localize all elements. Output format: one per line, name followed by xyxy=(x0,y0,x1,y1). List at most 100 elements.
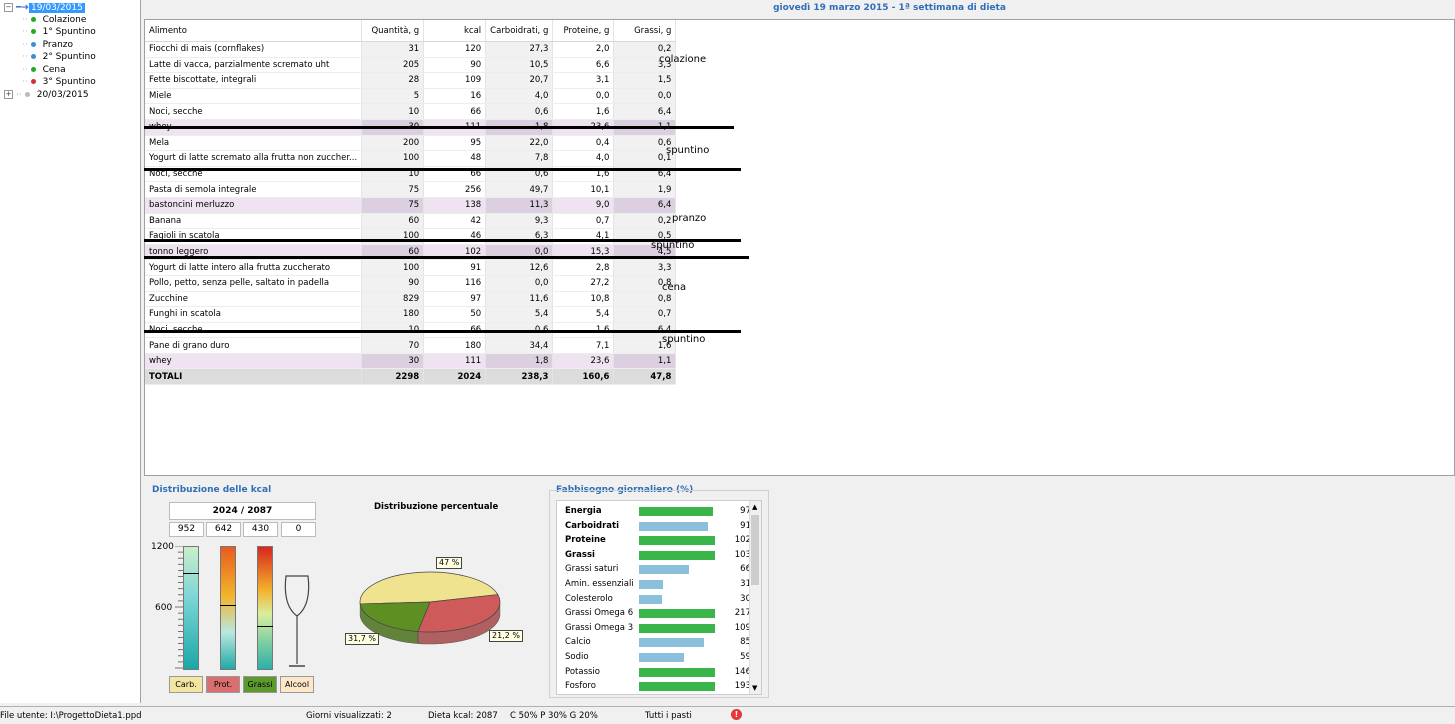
kcal-grassi-value: 430 xyxy=(243,522,278,537)
value-cell: 0,0 xyxy=(552,88,615,105)
prot-level-marker xyxy=(220,604,236,606)
nutrient-value: 102 xyxy=(734,535,751,546)
scroll-up-icon[interactable]: ▲ xyxy=(752,503,758,511)
column-header[interactable]: Quantità, g xyxy=(361,20,425,42)
nutrient-value: 97 xyxy=(740,506,751,516)
table-row[interactable]: Yogurt di latte scremato alla frutta non… xyxy=(145,150,677,167)
table-row[interactable]: Funghi in scatola 180 50 5,4 5,4 0,7 xyxy=(145,306,677,323)
nutrient-name: Fosforo xyxy=(565,681,596,692)
value-cell: 91 xyxy=(423,259,487,276)
tree-meal-label[interactable]: Pranzo xyxy=(42,39,74,50)
value-cell: 0,8 xyxy=(613,275,677,292)
tree-node-meal[interactable]: ·· 2° Spuntino xyxy=(22,51,98,63)
note-pranzo: pranzo xyxy=(672,213,707,224)
table-row[interactable]: Zucchine 829 97 11,6 10,8 0,8 xyxy=(145,291,677,308)
value-cell: 1,8 xyxy=(485,353,554,370)
note-cena: cena xyxy=(662,282,687,293)
value-cell: 95 xyxy=(423,135,487,152)
tree-meal-label[interactable]: 3° Spuntino xyxy=(42,77,96,87)
kcal-panel-title: Distribuzione delle kcal xyxy=(152,485,272,495)
table-row[interactable]: Yogurt di latte intero alla frutta zucch… xyxy=(145,259,677,276)
pie-slice xyxy=(359,571,499,605)
value-cell: 138 xyxy=(423,197,487,214)
pie-title: Distribuzione percentuale xyxy=(374,502,499,512)
value-cell: 6,4 xyxy=(613,103,677,120)
table-row[interactable]: bastoncini merluzzo 75 138 11,3 9,0 6,4 xyxy=(145,197,677,214)
value-cell: 6,6 xyxy=(552,57,615,74)
scrollbar[interactable]: ▲ ▼ xyxy=(749,501,761,694)
tree-node-meal[interactable]: ·· 1° Spuntino xyxy=(22,26,98,38)
tree-node-meal[interactable]: ·· Cena xyxy=(22,64,68,76)
value-cell: 0,1 xyxy=(613,150,677,167)
column-header[interactable]: Grassi, g xyxy=(613,20,677,42)
table-row[interactable]: Fiocchi di mais (cornflakes) 31 120 27,3 2,0… xyxy=(145,41,677,58)
value-cell: 100 xyxy=(361,259,425,276)
tree-meal-label[interactable]: 2° Spuntino xyxy=(42,52,96,63)
day-dot-icon xyxy=(24,92,30,97)
day-tree[interactable]: − ━➜ 19/03/2015 ·· Colazione ·· 1° Spuntino… xyxy=(0,0,141,703)
table-row[interactable]: Pollo, petto, senza pelle, saltato in pa… xyxy=(145,275,677,292)
scroll-thumb[interactable] xyxy=(751,515,759,585)
value-cell: 75 xyxy=(361,181,425,198)
value-cell: 4,0 xyxy=(485,88,554,105)
column-header[interactable]: kcal xyxy=(423,20,487,42)
value-cell: 100 xyxy=(361,150,425,167)
food-name-cell: Latte di vacca, parzialmente scremato uh… xyxy=(145,57,363,74)
value-cell: 2,0 xyxy=(552,41,615,58)
tree-node-meal[interactable]: ·· Colazione xyxy=(22,14,88,26)
collapse-icon[interactable]: − xyxy=(4,3,13,12)
tree-node-day2[interactable]: + ·· 20/03/2015 xyxy=(4,89,91,101)
value-cell: 90 xyxy=(361,275,425,292)
nutrient-value: 217 xyxy=(734,608,751,619)
fabbisogno-row: Sodio 59 xyxy=(565,650,751,665)
note-spuntino: spuntino xyxy=(666,145,710,156)
nutrient-bar xyxy=(639,653,684,662)
tree-meal-label[interactable]: Cena xyxy=(42,64,66,75)
value-cell: 48 xyxy=(423,150,487,167)
expand-icon[interactable]: + xyxy=(4,90,13,99)
totals-row: TOTALI 2298 2024 238,3 160,6 47,8 xyxy=(145,368,677,386)
column-header[interactable]: Proteine, g xyxy=(552,20,615,42)
nutrient-value: 30 xyxy=(740,593,751,604)
tree-node-meal[interactable]: ·· Pranzo xyxy=(22,39,75,51)
alert-icon[interactable]: ! xyxy=(731,709,742,720)
separator-line xyxy=(144,256,749,259)
nutrient-name: Colesterolo xyxy=(565,593,613,604)
table-row[interactable]: Fette biscottate, integrali 28 109 20,7 3,1 1… xyxy=(145,72,677,89)
table-row[interactable]: Mela 200 95 22,0 0,4 0,6 xyxy=(145,135,677,152)
tree-connector: ·· xyxy=(22,64,31,75)
column-header[interactable]: Carboidrati, g xyxy=(485,20,554,42)
food-name-cell: Banana xyxy=(145,213,363,230)
column-header[interactable]: Alimento xyxy=(145,20,363,42)
tree-meal-label[interactable]: 1° Spuntino xyxy=(42,27,96,38)
value-cell: 97 xyxy=(423,291,487,308)
value-cell: 9,0 xyxy=(552,197,615,214)
scroll-down-icon[interactable]: ▼ xyxy=(752,684,758,692)
fabbisogno-list[interactable]: Energia 97 Carboidrati 91 Proteine 102 Grassi 1… xyxy=(556,500,762,695)
table-row[interactable]: Miele 5 16 4,0 0,0 0,0 xyxy=(145,88,677,105)
scale-mid-label: 600 xyxy=(155,603,173,613)
fabbisogno-row: Carboidrati 91 xyxy=(565,519,751,534)
food-grid[interactable]: Alimento Quantità, g kcal Carboidrati, g Pro… xyxy=(144,19,1455,476)
prot-bar xyxy=(220,546,236,670)
tree-date-label[interactable]: 19/03/2015 xyxy=(28,3,85,13)
value-cell: 75 xyxy=(361,197,425,214)
nutrient-value: 66 xyxy=(740,564,751,575)
fabbisogno-title: Fabbisogno giornaliero (%) xyxy=(556,485,694,495)
value-cell: 42 xyxy=(423,213,487,230)
tree-date-label[interactable]: 20/03/2015 xyxy=(36,90,89,100)
food-name-cell: Zucchine xyxy=(145,291,363,308)
table-row[interactable]: Banana 60 42 9,3 0,7 0,2 xyxy=(145,213,677,230)
value-cell: 180 xyxy=(423,337,487,354)
tree-node-meal[interactable]: ·· 3° Spuntino xyxy=(22,76,98,88)
tree-meal-label[interactable]: Colazione xyxy=(42,15,87,25)
table-row[interactable]: Pane di grano duro 70 180 34,4 7,1 1,6 xyxy=(145,337,677,354)
table-row[interactable]: Latte di vacca, parzialmente scremato uh… xyxy=(145,57,677,74)
food-name-cell: Funghi in scatola xyxy=(145,306,363,323)
food-name-cell: Fiocchi di mais (cornflakes) xyxy=(145,41,363,58)
table-row[interactable]: Pasta di semola integrale 75 256 49,7 10,1 1,… xyxy=(145,181,677,198)
tree-node-day1[interactable]: − ━➜ 19/03/2015 xyxy=(4,2,85,14)
tree-connector: ·· xyxy=(22,52,31,63)
